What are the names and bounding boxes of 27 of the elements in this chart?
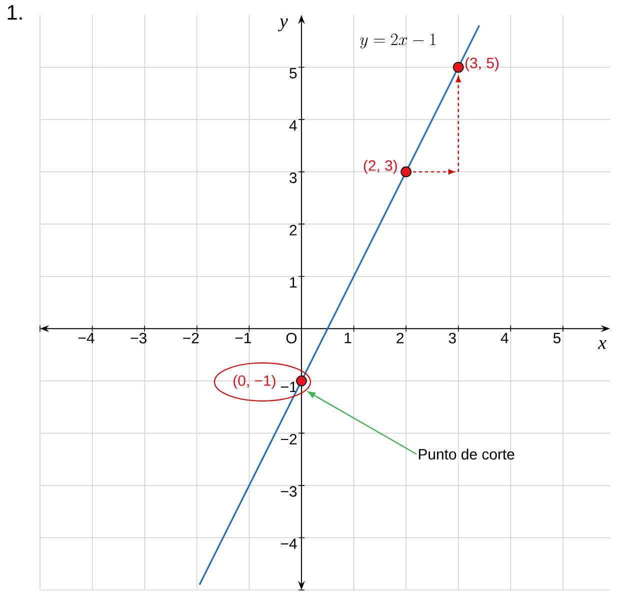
y-tick-label: −3 [280,486,297,497]
y-tick-label: 4 [289,120,297,131]
y-axis-title: y [278,18,288,32]
annotation: (0, −1) [234,374,276,389]
y-tick-label: −1 [280,382,297,392]
x-tick-label: −1 [235,332,251,344]
annotation: O [286,332,297,344]
x-tick-label: 3 [448,332,456,344]
x-axis-title: x [598,340,606,349]
x-tick-label: −3 [130,332,146,344]
y-tick-label: −2 [280,434,297,444]
y-tick-label: 5 [290,68,297,78]
annotation: (2, 3) [364,160,397,174]
y-tick-label: 2 [290,224,297,236]
y-tick-label: 3 [290,172,297,184]
annotation: (3, 5) [465,57,498,72]
y-tick-label: −4 [280,538,297,549]
annotation: Punto de corte [418,448,514,460]
x-tick-label: 1 [344,332,352,344]
x-tick-label: 5 [553,332,560,344]
annotation: $y = 2x - 1$ [360,34,436,49]
x-tick-label: −4 [78,332,94,344]
chart-title: 1. [8,5,22,20]
x-tick-label: 2 [396,332,404,344]
x-tick-label: 4 [500,332,508,344]
x-tick-label: −2 [183,332,199,344]
y-tick-label: 1 [290,277,297,288]
